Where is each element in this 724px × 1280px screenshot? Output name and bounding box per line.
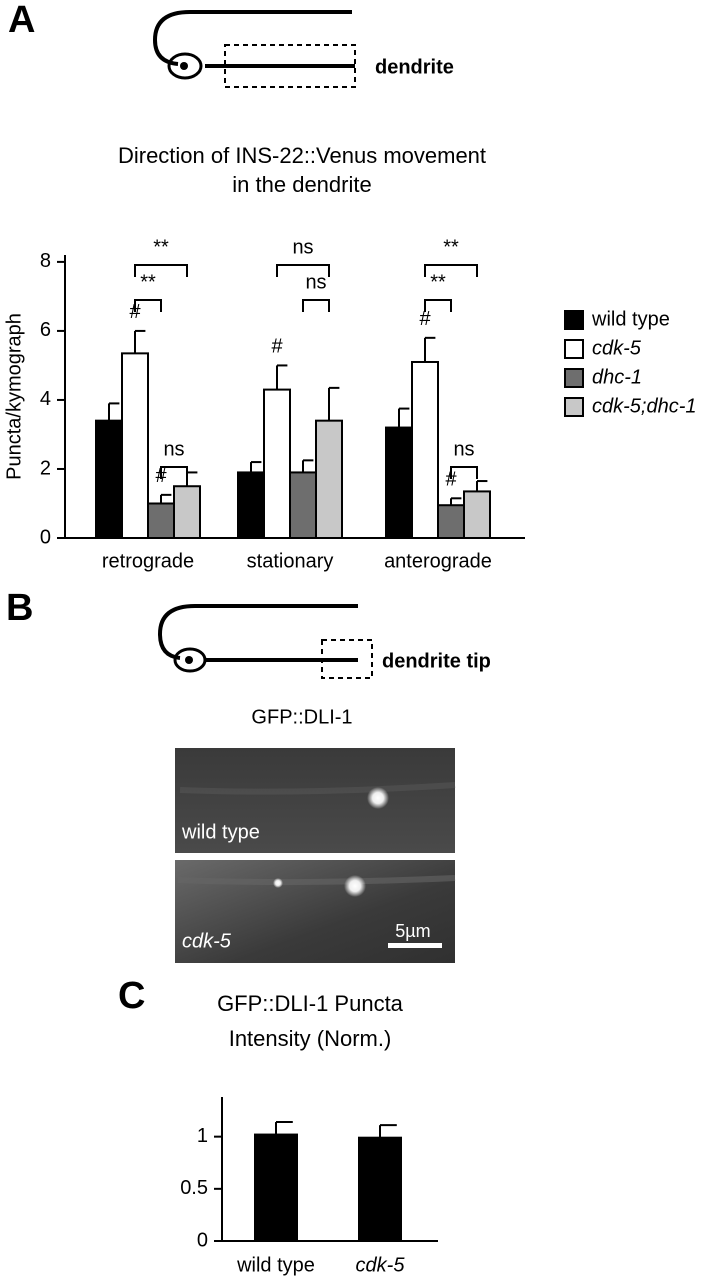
significance-bracket (134, 264, 188, 277)
significance-bracket (424, 264, 478, 277)
significance-bracket (302, 299, 330, 312)
legend-swatch (564, 339, 584, 359)
puncta (273, 878, 283, 888)
y-tick-label: 0 (40, 526, 51, 548)
chart-title: Direction of INS-22::Venus movement (118, 143, 486, 168)
y-tick-label: 6 (40, 319, 51, 341)
y-tick-label: 4 (40, 388, 51, 410)
x-tick-label: cdk-5 (356, 1254, 406, 1276)
bar (358, 1136, 402, 1243)
bar (254, 1133, 298, 1242)
y-tick-label: 0.5 (180, 1177, 208, 1199)
legend-label: wild type (591, 308, 670, 330)
bar (315, 419, 343, 539)
x-tick-label: anterograde (384, 550, 492, 572)
region-box (321, 639, 373, 679)
legend-swatch (564, 368, 584, 388)
y-axis-label: Puncta/kymograph (3, 313, 25, 480)
annotation: ** (140, 271, 156, 293)
nucleus (180, 62, 188, 70)
micrograph-label: cdk-5 (182, 930, 232, 952)
chart-title: Intensity (Norm.) (229, 1026, 392, 1051)
significance-bracket (276, 264, 330, 277)
legend-label: cdk-5 (592, 337, 642, 359)
dendrite-signal (179, 782, 456, 795)
chart-title: in the dendrite (232, 172, 371, 197)
annotation: # (129, 301, 141, 323)
annotation: # (419, 308, 431, 330)
y-tick-label: 2 (40, 457, 51, 479)
bar (95, 419, 123, 539)
region-box (224, 44, 356, 88)
legend-label: cdk-5;dhc-1 (592, 395, 697, 417)
x-tick-label: stationary (247, 550, 334, 572)
significance-bracket (134, 299, 162, 312)
y-tick-label: 0 (197, 1229, 208, 1251)
y-tick-label: 1 (197, 1125, 208, 1147)
diagram-label: dendrite (375, 56, 454, 78)
annotation: ns (292, 236, 313, 258)
panel-label: C (118, 975, 145, 1017)
dendrite-signal (177, 875, 456, 886)
bar (147, 502, 175, 539)
annotation: # (445, 469, 457, 491)
neuron-outline (157, 604, 358, 662)
bar (437, 504, 465, 539)
significance-bracket (160, 466, 188, 479)
cell-body (167, 52, 203, 80)
annotation: ns (453, 438, 474, 460)
micrograph-label: wild type (181, 821, 260, 843)
scale-bar (388, 943, 442, 948)
annotation: ns (163, 438, 184, 460)
annotation: ** (430, 271, 446, 293)
bar (121, 352, 149, 539)
legend-swatch (564, 397, 584, 417)
bar (385, 426, 413, 539)
puncta (344, 875, 366, 897)
legend-swatch (564, 310, 584, 330)
annotation: # (271, 336, 283, 358)
annotation: ** (443, 236, 459, 258)
bar (463, 490, 491, 540)
panel-label: A (8, 0, 35, 41)
significance-bracket (450, 466, 478, 479)
micrograph (175, 748, 455, 853)
scale-label: 5µm (395, 921, 430, 941)
neuron-outline (152, 10, 355, 68)
chart-title: GFP::DLI-1 Puncta (217, 991, 404, 1016)
puncta (367, 787, 389, 809)
panel-label: B (6, 587, 33, 629)
nucleus (185, 656, 193, 664)
legend-label: dhc-1 (592, 366, 642, 388)
cell-body (173, 647, 207, 673)
bar (173, 485, 201, 540)
bar (263, 388, 291, 539)
diagram-label: dendrite tip (382, 650, 491, 672)
bar (411, 360, 439, 539)
x-tick-label: retrograde (102, 550, 194, 572)
y-tick-label: 8 (40, 250, 51, 272)
x-tick-label: wild type (236, 1254, 315, 1276)
annotation: ns (305, 271, 326, 293)
micrograph-title: GFP::DLI-1 (251, 706, 352, 728)
bar (237, 471, 265, 539)
significance-bracket (424, 299, 452, 312)
bar (289, 471, 317, 539)
annotation: ** (153, 236, 169, 258)
